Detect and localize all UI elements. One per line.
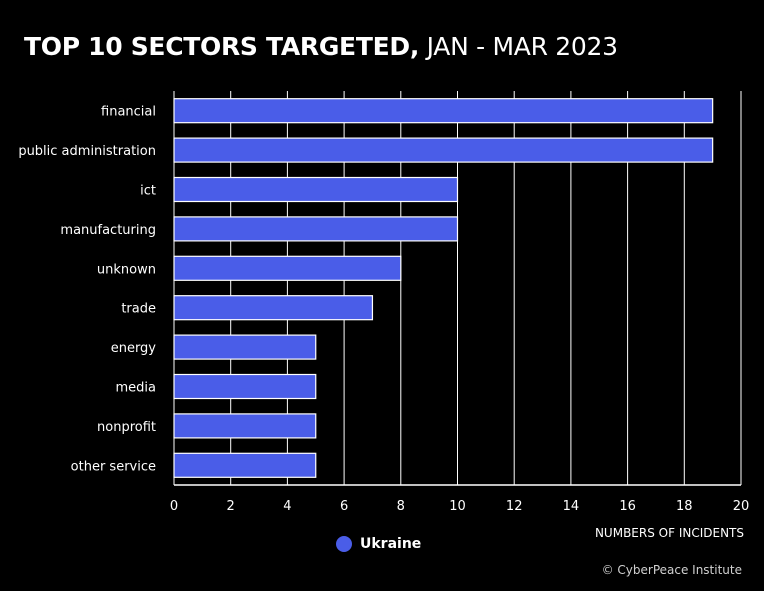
category-labels: financial public administration ict manufac… xyxy=(18,105,156,475)
bar-unknown xyxy=(173,255,402,281)
legend-label-ukraine: Ukraine xyxy=(360,536,422,552)
category-label: unknown xyxy=(97,262,156,277)
category-label: financial xyxy=(101,105,156,120)
x-tick-label: 10 xyxy=(449,499,466,514)
bar-ict xyxy=(173,176,459,203)
category-label: manufacturing xyxy=(60,223,156,238)
category-label: trade xyxy=(121,302,156,317)
category-label: energy xyxy=(111,341,157,356)
x-tick-label: 20 xyxy=(733,499,750,514)
credit-text: © CyberPeace Institute xyxy=(601,563,742,577)
legend-swatch-ukraine xyxy=(336,536,352,552)
legend: Ukraine xyxy=(336,536,421,552)
bar-nonprofit xyxy=(173,413,317,439)
x-tick-labels: 0 2 4 6 8 10 12 14 16 18 20 xyxy=(170,499,749,514)
x-tick-label: 4 xyxy=(283,499,291,514)
bars xyxy=(173,98,714,478)
bar-manufacturing xyxy=(173,216,459,242)
bar-other-service xyxy=(173,452,317,478)
x-tick-label: 8 xyxy=(397,499,405,514)
x-tick-label: 0 xyxy=(170,499,178,514)
x-tick-label: 16 xyxy=(619,499,636,514)
x-tick-label: 2 xyxy=(227,499,235,514)
category-label: other service xyxy=(71,459,156,474)
category-label: media xyxy=(116,381,157,396)
chart-title: TOP 10 SECTORS TARGETED, JAN - MAR 2023 xyxy=(24,30,618,64)
bar-financial xyxy=(173,98,714,124)
bar-energy xyxy=(173,334,317,360)
x-tick-label: 18 xyxy=(676,499,693,514)
bar-media xyxy=(173,373,317,400)
x-tick-label: 6 xyxy=(340,499,348,514)
x-tick-label: 12 xyxy=(506,499,523,514)
x-axis-label: NUMBERS OF INCIDENTS xyxy=(595,526,744,540)
category-label: ict xyxy=(140,184,156,199)
chart-title-bold: TOP 10 SECTORS TARGETED, xyxy=(24,32,420,61)
category-label: nonprofit xyxy=(97,420,156,435)
x-tick-label: 14 xyxy=(563,499,580,514)
bar-trade xyxy=(173,295,374,321)
bar-public-administration xyxy=(173,137,714,163)
category-label: public administration xyxy=(18,144,156,159)
chart-title-light: JAN - MAR 2023 xyxy=(419,32,618,61)
